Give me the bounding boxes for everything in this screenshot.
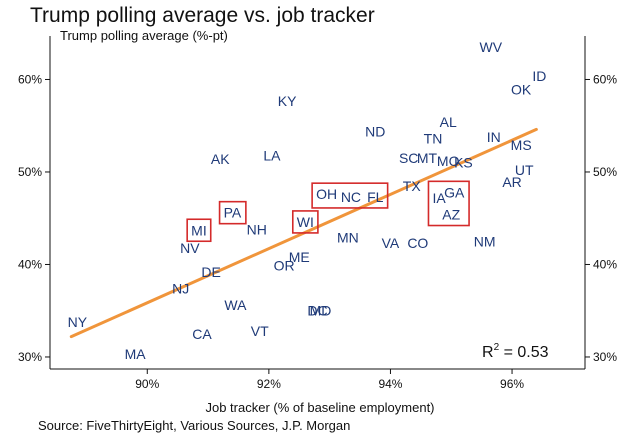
r2-base: R	[482, 344, 494, 361]
state-label-ny: NY	[68, 314, 88, 330]
state-label-ms: MS	[511, 137, 532, 153]
state-label-al: AL	[440, 114, 457, 130]
state-label-la: LA	[263, 147, 281, 163]
state-label-ar: AR	[502, 174, 521, 190]
state-label-sc: SC	[399, 150, 418, 166]
state-label-az: AZ	[442, 207, 460, 223]
state-label-wi: WI	[297, 214, 314, 230]
state-label-ut: UT	[515, 162, 534, 178]
x-tick-label-2: 94%	[378, 377, 402, 391]
highlight-box-wi	[291, 210, 319, 234]
state-label-tx: TX	[403, 178, 422, 194]
state-label-nv: NV	[180, 240, 200, 256]
state-label-vt: VT	[251, 323, 269, 339]
state-label-tn: TN	[424, 131, 443, 147]
state-label-nd: ND	[365, 123, 385, 139]
y-tick-label-right-3: 60%	[593, 72, 617, 86]
state-label-md: MD	[310, 303, 332, 319]
x-tick-label-1: 92%	[257, 377, 281, 391]
x-axis-label: Job tracker (% of baseline employment)	[205, 400, 434, 415]
state-label-mn: MN	[337, 230, 359, 246]
state-label-mo: MO	[437, 153, 460, 169]
state-label-ga: GA	[444, 184, 465, 200]
r-squared-annotation: R2 = 0.53	[482, 342, 549, 361]
state-label-me: ME	[289, 249, 310, 265]
state-label-co: CO	[407, 235, 428, 251]
x-tick-label-3: 96%	[500, 377, 524, 391]
state-label-mt: MT	[417, 150, 438, 166]
state-label-ok: OK	[511, 82, 532, 98]
highlight-box-mi	[186, 218, 212, 243]
highlight-box-oh-nc-fl	[311, 182, 389, 209]
y-tick-label-right-1: 40%	[593, 257, 617, 271]
r2-value: = 0.53	[499, 344, 548, 361]
y-tick-label-left-0: 30%	[18, 350, 42, 364]
state-label-ks: KS	[454, 155, 473, 171]
state-label-va: VA	[382, 235, 400, 251]
y-tick-label-left-2: 50%	[18, 165, 42, 179]
chart-title: Trump polling average vs. job tracker	[30, 4, 375, 27]
state-label-de: DE	[201, 264, 220, 280]
state-label-in: IN	[487, 129, 501, 145]
state-label-ma: MA	[125, 346, 147, 362]
highlight-box-ia-ga-az	[427, 180, 470, 227]
state-label-ak: AK	[211, 151, 230, 167]
state-label-oh: OH	[316, 186, 337, 202]
state-label-mi: MI	[191, 222, 207, 238]
state-label-ia: IA	[432, 190, 446, 206]
y-tick-label-right-2: 50%	[593, 165, 617, 179]
state-label-or: OR	[274, 257, 295, 273]
state-label-ky: KY	[278, 93, 297, 109]
state-label-id: ID	[532, 68, 546, 84]
source-note: Source: FiveThirtyEight, Various Sources…	[38, 418, 351, 433]
y-tick-label-left-3: 60%	[18, 72, 42, 86]
state-label-dc: DC	[307, 303, 327, 319]
highlight-box-pa	[218, 200, 247, 225]
state-label-nj: NJ	[172, 281, 189, 297]
state-label-fl: FL	[367, 189, 384, 205]
y-tick-label-right-0: 30%	[593, 350, 617, 364]
state-label-nh: NH	[247, 221, 267, 237]
r2-exponent: 2	[494, 342, 500, 353]
state-label-wv: WV	[479, 39, 502, 55]
state-label-wa: WA	[224, 297, 247, 313]
highlight-box-layer	[186, 180, 470, 243]
state-label-nm: NM	[474, 233, 496, 249]
axes-layer: 30% 30% 40% 40% 50% 50% 60% 60% 90% 92% 94% 96%	[18, 36, 617, 391]
state-label-pa: PA	[224, 205, 242, 221]
x-tick-label-0: 90%	[135, 377, 159, 391]
y-tick-label-left-1: 40%	[18, 257, 42, 271]
state-label-nc: NC	[341, 189, 361, 205]
state-label-ca: CA	[192, 326, 212, 342]
y-axis-label: Trump polling average (%-pt)	[60, 28, 228, 43]
